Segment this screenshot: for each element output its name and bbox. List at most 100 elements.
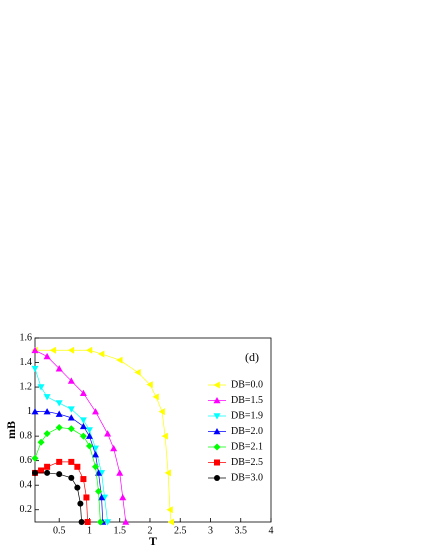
y-tick-label: 0.8	[20, 430, 33, 441]
marker	[56, 471, 63, 478]
x-tick-label: 2	[147, 525, 152, 536]
x-axis-label: T	[149, 534, 157, 548]
marker	[213, 413, 221, 420]
marker	[80, 476, 87, 483]
y-tick-label: 0.6	[20, 455, 33, 466]
marker	[119, 493, 127, 501]
marker	[55, 400, 63, 407]
marker	[104, 430, 112, 437]
marker	[116, 356, 123, 364]
x-tick-label: 4	[269, 525, 274, 536]
marker	[31, 408, 39, 415]
marker	[134, 368, 141, 376]
marker	[74, 484, 81, 491]
marker	[85, 346, 93, 354]
marker	[43, 430, 51, 438]
plot-frame	[34, 337, 272, 523]
marker	[213, 397, 221, 404]
x-tick-label: 3.5	[234, 525, 247, 536]
annotation: (d)	[245, 350, 259, 364]
marker	[213, 428, 221, 435]
marker	[116, 469, 124, 476]
marker	[110, 444, 118, 452]
marker	[32, 469, 38, 476]
marker	[67, 406, 75, 413]
marker	[213, 381, 220, 389]
y-tick-label: 1.4	[20, 357, 33, 368]
marker	[167, 518, 174, 526]
marker	[79, 389, 87, 396]
y-tick-label: 0.4	[20, 479, 33, 490]
y-tick-label: 1	[27, 406, 32, 417]
marker	[92, 408, 100, 415]
marker	[158, 408, 165, 416]
marker	[83, 494, 90, 501]
marker	[98, 470, 106, 477]
x-tick-label: 1	[87, 525, 92, 536]
marker	[68, 474, 75, 481]
marker	[43, 394, 51, 401]
marker	[31, 365, 39, 373]
legend-label: DB=2.5	[231, 457, 263, 468]
legend-label: DB=2.0	[231, 426, 263, 437]
marker	[166, 506, 173, 514]
marker	[152, 393, 159, 401]
marker	[95, 469, 103, 476]
marker	[37, 438, 45, 446]
marker	[77, 500, 84, 507]
series-line	[35, 411, 104, 523]
legend-label: DB=3.0	[231, 472, 263, 483]
marker	[164, 469, 171, 477]
marker	[79, 432, 87, 440]
marker	[85, 427, 93, 434]
marker	[74, 463, 81, 470]
marker	[214, 459, 220, 466]
marker	[161, 432, 168, 440]
marker	[31, 346, 39, 354]
x-tick-label: 0.5	[53, 525, 66, 536]
marker	[146, 381, 153, 389]
marker	[101, 494, 109, 501]
marker	[78, 519, 85, 525]
marker	[43, 352, 51, 360]
marker	[96, 518, 104, 526]
marker	[67, 377, 75, 384]
series-line	[35, 472, 82, 523]
legend-label: DB=2.1	[231, 441, 263, 452]
y-tick-label: 1.6	[20, 332, 33, 343]
marker	[38, 467, 45, 474]
legend-label: DB=1.9	[231, 410, 263, 421]
marker	[44, 469, 51, 476]
marker	[104, 519, 112, 526]
marker	[67, 425, 75, 433]
x-tick-label: 3	[208, 525, 213, 536]
series-line	[34, 368, 108, 523]
marker	[37, 384, 45, 391]
y-tick-label: 0.2	[20, 504, 33, 515]
marker	[95, 487, 103, 495]
marker	[79, 422, 87, 430]
marker	[67, 414, 75, 421]
marker	[56, 458, 63, 465]
marker	[31, 454, 39, 462]
marker	[79, 417, 87, 424]
marker	[214, 475, 220, 481]
marker	[84, 519, 91, 525]
x-tick-label: 2.5	[174, 525, 187, 536]
legend-label: DB=0.0	[231, 379, 263, 390]
marker	[49, 346, 56, 354]
marker	[55, 410, 63, 417]
marker	[98, 350, 105, 358]
marker	[92, 451, 100, 458]
marker	[43, 408, 51, 415]
marker	[92, 445, 100, 452]
marker	[85, 432, 93, 439]
marker	[55, 365, 63, 372]
series-line	[34, 427, 101, 523]
marker	[67, 346, 75, 354]
marker	[85, 442, 93, 450]
marker	[55, 424, 63, 432]
legend-label: DB=1.5	[231, 395, 263, 406]
series-line	[35, 349, 172, 523]
